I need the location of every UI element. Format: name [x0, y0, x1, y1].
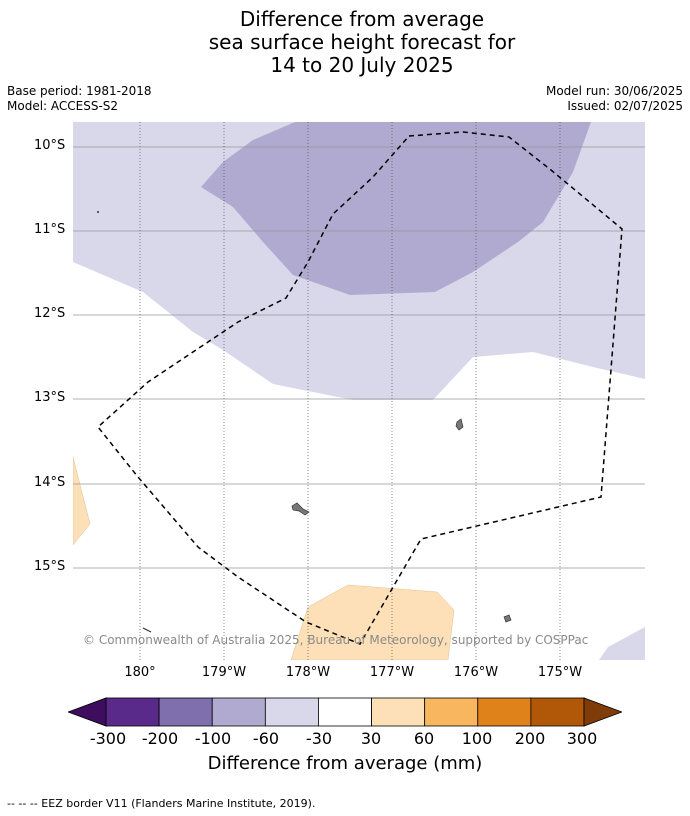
colorbar-title: Difference from average (mm)	[207, 753, 483, 774]
issued-date: Issued: 02/07/2025	[567, 99, 683, 113]
colorbar-arrow-left	[68, 697, 107, 727]
island-shape	[97, 211, 99, 213]
lat-label-14s: 14°S	[34, 475, 66, 490]
colorbar-swatch	[424, 697, 479, 727]
colorbar-swatch	[105, 697, 160, 727]
colorbar-tick: 60	[413, 729, 435, 748]
footer-legend: -- -- -- EEZ border V11 (Flanders Marine…	[7, 797, 316, 810]
colorbar-tick: -200	[141, 729, 179, 748]
chart-title: Difference from average sea surface heig…	[0, 8, 690, 77]
meta-right: Model run: 30/06/2025 Issued: 02/07/2025	[546, 84, 683, 114]
eez-border	[96, 131, 623, 645]
title-line-1: Difference from average	[239, 7, 485, 31]
lon-label-179w: 179°W	[201, 665, 247, 680]
colorbar	[68, 697, 622, 727]
anomaly-region-purple-patch	[599, 627, 645, 660]
colorbar-tick: 200	[514, 729, 546, 748]
title-line-2: sea surface height forecast for	[208, 30, 516, 54]
colorbar-arrow-right	[583, 697, 622, 727]
colorbar-swatch	[477, 697, 532, 727]
colorbar-tick: -30	[305, 729, 333, 748]
lat-label-12s: 12°S	[34, 306, 66, 321]
anomaly-region-mid-purple	[201, 122, 591, 295]
graticule	[73, 146, 645, 569]
colorbar-swatch	[211, 697, 266, 727]
lon-label-175w: 175°W	[537, 665, 583, 680]
island-shape	[142, 627, 152, 633]
model-run: Model run: 30/06/2025	[545, 84, 683, 98]
island-shape	[291, 502, 310, 516]
colorbar-swatch	[158, 697, 213, 727]
island-shape	[503, 614, 512, 623]
lat-label-10s: 10°S	[34, 138, 66, 153]
title-line-3: 14 to 20 July 2025	[270, 53, 454, 77]
map-panel[interactable]	[73, 122, 645, 660]
anomaly-region-orange-left	[73, 456, 91, 546]
copyright-text: © Commonwealth of Australia 2025, Bureau…	[83, 633, 589, 647]
map-svg	[73, 122, 645, 660]
model-name: Model: ACCESS-S2	[7, 99, 119, 113]
lon-label-180: 180°	[124, 665, 156, 680]
colorbar-tick: 300	[566, 729, 598, 748]
colorbar-tick: 30	[360, 729, 382, 748]
lon-label-178w: 178°W	[285, 665, 331, 680]
lon-label-176w: 176°W	[453, 665, 499, 680]
lat-label-11s: 11°S	[34, 222, 66, 237]
base-period: Base period: 1981-2018	[7, 84, 152, 98]
colorbar-swatch	[264, 697, 319, 727]
colorbar-tick: -100	[194, 729, 232, 748]
lat-label-13s: 13°S	[34, 390, 66, 405]
lon-label-177w: 177°W	[369, 665, 415, 680]
meta-left: Base period: 1981-2018 Model: ACCESS-S2	[7, 84, 152, 114]
colorbar-tick: -300	[89, 729, 127, 748]
island-shape	[455, 418, 464, 431]
lat-label-15s: 15°S	[34, 559, 66, 574]
colorbar-swatch	[530, 697, 585, 727]
colorbar-swatch	[371, 697, 426, 727]
colorbar-swatch	[318, 697, 372, 727]
colorbar-tick: 100	[461, 729, 493, 748]
colorbar-tick: -60	[252, 729, 280, 748]
